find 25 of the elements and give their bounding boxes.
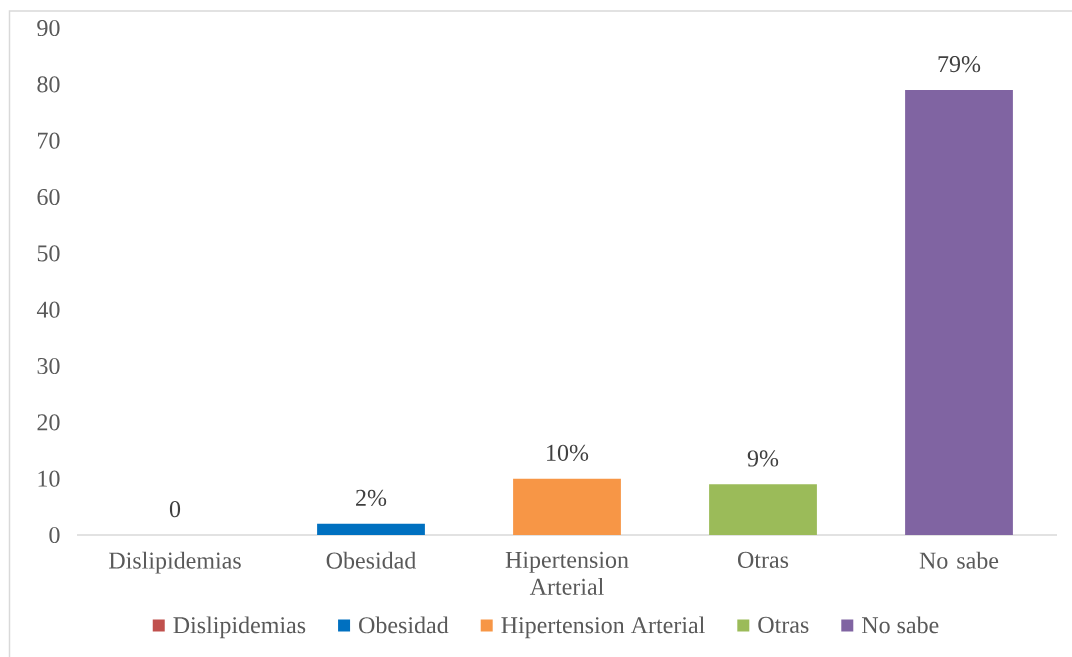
data-label: 9%: [747, 450, 779, 467]
legend-label: No sabe: [861, 616, 939, 634]
y-tick-label: 30: [37, 357, 60, 375]
legend-label: Otras: [758, 616, 809, 633]
y-tick-label: 40: [36, 301, 60, 318]
y-tick-label: 60: [37, 188, 60, 206]
data-label: 0: [169, 501, 181, 518]
y-tick-label: 70: [38, 132, 60, 149]
y-tick-label: 10: [38, 470, 60, 487]
y-tick-label: 80: [37, 76, 60, 93]
y-tick-label: 90: [37, 19, 60, 37]
data-label: 79%: [938, 56, 981, 73]
y-tick-label: 20: [37, 414, 60, 431]
x-tick-label: Otras: [738, 551, 789, 568]
x-tick-label: Obesidad: [326, 551, 417, 569]
x-tick-label: Dislipidemias: [109, 551, 241, 574]
legend-label: Obesidad: [359, 616, 449, 634]
x-tick-label: Hipertension Arterial: [505, 551, 629, 595]
legend-label: Hipertension Arterial: [501, 616, 705, 639]
data-label: 2%: [356, 489, 387, 507]
x-tick-label: No sabe: [919, 551, 999, 569]
legend-label: Dislipidemias: [173, 616, 306, 639]
y-tick-label: 0: [49, 526, 60, 544]
y-tick-label: 50: [37, 245, 60, 262]
data-label: 10%: [547, 444, 589, 461]
